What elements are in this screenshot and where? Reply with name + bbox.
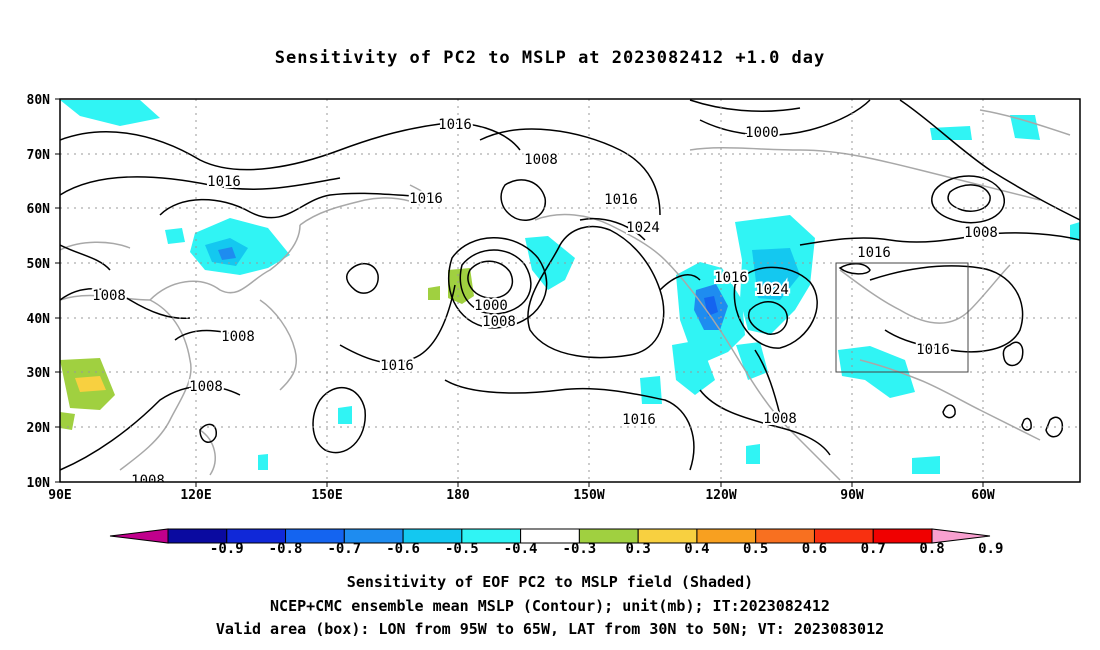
lat-tick-label: 30N [27, 366, 51, 381]
lon-tick-label: 150W [573, 488, 604, 503]
lat-tick-label: 50N [27, 257, 51, 272]
contour-label: 1008 [221, 329, 255, 345]
colorbar-tick-label: 0.6 [801, 541, 828, 557]
colorbar-tick-label: 0.3 [625, 541, 651, 557]
contour-label: 1024 [755, 282, 789, 298]
colorbar-tick-label: -0.4 [503, 541, 538, 557]
lon-tick-label: 180 [446, 488, 470, 503]
contour-label: 1008 [92, 288, 126, 304]
colorbar-tick-label: 0.5 [743, 541, 769, 557]
colorbar [109, 528, 991, 544]
lon-tick-label: 60W [971, 488, 995, 503]
lat-tick-label: 60N [27, 202, 51, 217]
lat-tick-label: 70N [27, 148, 51, 163]
lon-tick-label: 150E [311, 488, 342, 503]
colorbar-end-high [931, 528, 991, 544]
contour-label: 1008 [763, 411, 797, 427]
contour-label: 1016 [409, 191, 443, 207]
contour-label: 1016 [714, 270, 748, 286]
contour-label: 1008 [131, 473, 165, 489]
caption-line-2: NCEP+CMC ensemble mean MSLP (Contour); u… [270, 597, 830, 615]
colorbar-tick-label: 0.7 [860, 541, 886, 557]
contour-label: 1008 [964, 225, 998, 241]
contour-labels: 1016 1016 1016 1016 1016 1016 1016 1016 … [90, 115, 1000, 489]
contour-label: 1016 [380, 358, 414, 374]
lon-tick-label: 120E [180, 488, 211, 503]
lon-axis: 90E 120E 150E 180 150W 120W 90W 60W [48, 482, 995, 503]
colorbar-tick-label: -0.5 [444, 541, 479, 557]
colorbar-tick-label: -0.6 [386, 541, 420, 557]
contour-label: 1016 [916, 342, 950, 358]
colorbar-tick-label: -0.8 [268, 541, 303, 557]
lat-tick-label: 10N [27, 476, 51, 491]
contour-label: 1008 [482, 314, 516, 330]
valid-area-box [835, 262, 969, 373]
contour-label: 1008 [524, 152, 558, 168]
lat-tick-label: 40N [27, 312, 51, 327]
colorbar-tick-label: -0.9 [209, 541, 244, 557]
sensitivity-shading [60, 100, 1080, 474]
contour-label: 1016 [604, 192, 638, 208]
colorbar-tick-label: 0.8 [919, 541, 945, 557]
colorbar-tick-label: -0.7 [327, 541, 362, 557]
plot-frame [59, 98, 1081, 483]
lat-axis: 80N 70N 60N 50N 40N 30N 20N 10N [27, 93, 60, 491]
contour-label: 1016 [438, 117, 472, 133]
lon-tick-label: 120W [705, 488, 736, 503]
contour-label: 1008 [189, 379, 223, 395]
contour-label: 1000 [745, 125, 779, 141]
coastlines [60, 109, 1071, 481]
mslp-contours [60, 99, 1080, 471]
colorbar-end-low [109, 528, 169, 544]
contour-label: 1016 [857, 245, 891, 261]
caption-line-1: Sensitivity of EOF PC2 to MSLP field (Sh… [346, 573, 754, 591]
colorbar-tick-label: -0.3 [562, 541, 597, 557]
colorbar-tick-label: 0.9 [978, 541, 1004, 557]
lat-tick-label: 80N [27, 93, 51, 108]
lat-tick-label: 20N [27, 421, 51, 436]
lon-tick-label: 90E [48, 488, 71, 503]
contour-label: 1000 [474, 298, 508, 314]
caption-line-3: Valid area (box): LON from 95W to 65W, L… [215, 620, 885, 638]
contour-label: 1024 [626, 220, 660, 236]
lon-tick-label: 90W [840, 488, 864, 503]
colorbar-tick-label: 0.4 [684, 541, 710, 557]
chart-title: Sensitivity of PC2 to MSLP at 2023082412… [274, 48, 826, 68]
contour-label: 1016 [207, 174, 241, 190]
grid-lines [60, 99, 1080, 482]
contour-label: 1016 [622, 412, 656, 428]
